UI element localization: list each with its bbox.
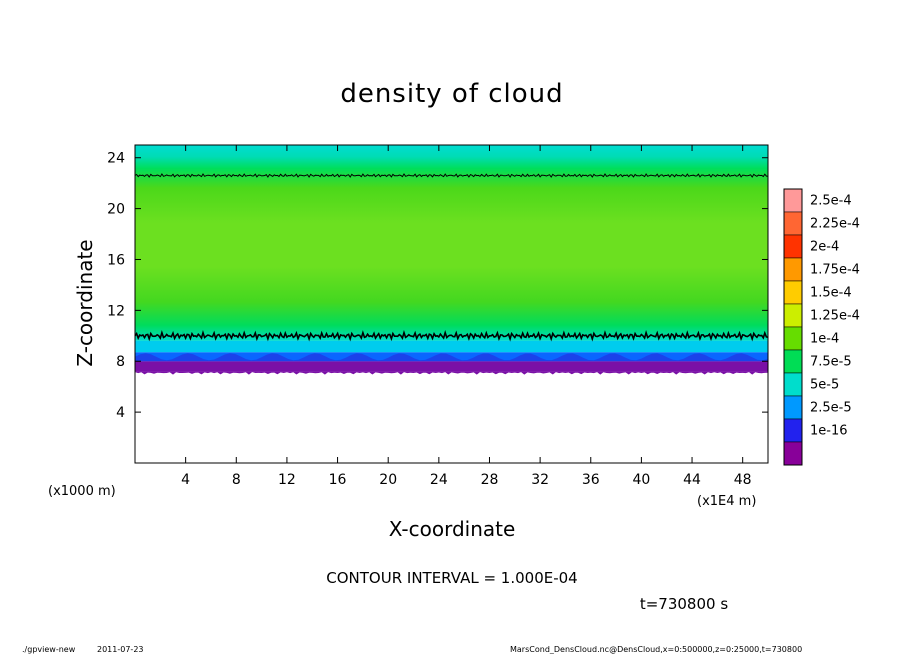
footer-date: 2011-07-23 [97,645,144,654]
footer-program: ./gpview-new [22,645,76,654]
footer-source: MarsCond_DensCloud.nc@DensCloud,x=0:5000… [510,645,802,654]
colorbar-swatch [783,326,803,351]
cloud-bottom-edge [135,371,768,375]
cloud-band-7.5e-5 [135,340,768,353]
x-tick-label: 48 [734,472,752,488]
colorbar-swatch [783,395,803,420]
y-tick-label: 4 [116,405,125,421]
x-tick-label: 28 [481,472,499,488]
y-tick-label: 20 [107,202,125,218]
x-tick-label: 8 [232,472,241,488]
colorbar-label: 2.5e-5 [810,401,852,416]
y-axis-label: Z-coordinate [73,239,97,366]
colorbar-swatch [783,349,803,374]
x-axis-label: X-coordinate [389,517,516,541]
colorbar-label: 1e-16 [810,424,848,439]
colorbar-label: 7.5e-5 [810,355,852,370]
colorbar-swatch [783,372,803,397]
x-tick-label: 44 [683,472,701,488]
contour-1e-4-z22.6 [134,173,769,178]
colorbar-label: 2.5e-4 [810,194,852,209]
colorbar: 2.5e-4 2.25e-4 2e-4 1.75e-4 1.5e-4 1.25e-4 1e-… [783,188,860,466]
plot-area [135,145,768,375]
contour-1e-4-z10 [134,329,769,342]
x-tick-label: 36 [582,472,600,488]
x-tick-label: 16 [329,472,347,488]
y-axis: 4 8 12 16 20 24 [107,151,768,421]
x-unit-label: (x1E4 m) [697,494,756,509]
y-tick-label: 24 [107,151,125,167]
cloud-base-waves [135,353,768,362]
colorbar-swatch [783,303,803,328]
x-tick-label: 20 [379,472,397,488]
colorbar-swatch [783,280,803,305]
chart-title: density of cloud [340,79,563,109]
colorbar-label: 5e-5 [810,378,839,393]
colorbar-label: 1.5e-4 [810,286,852,301]
y-unit-label: (x1000 m) [48,484,116,499]
x-tick-label: 24 [430,472,448,488]
time-label: t=730800 s [640,595,728,613]
colorbar-swatch [783,418,803,443]
x-tick-label: 4 [181,472,190,488]
colorbar-swatch [783,188,803,213]
colorbar-swatch [783,257,803,282]
colorbar-label: 2.25e-4 [810,217,860,232]
y-tick-label: 16 [107,252,125,268]
x-tick-label: 40 [632,472,650,488]
colorbar-label: 1.75e-4 [810,263,860,278]
contour-interval-text: CONTOUR INTERVAL = 1.000E-04 [326,569,577,587]
colorbar-label: 1.25e-4 [810,309,860,324]
y-tick-label: 8 [116,354,125,370]
colorbar-label: 2e-4 [810,240,839,255]
colorbar-swatch [783,441,803,466]
colorbar-frame [783,188,803,466]
x-tick-label: 32 [531,472,549,488]
contour-lines [134,173,769,342]
x-tick-label: 12 [278,472,296,488]
cloud-layer-main [135,145,768,341]
y-tick-label: 12 [107,303,125,319]
x-axis: 4 8 12 16 20 24 28 32 36 40 44 48 [181,145,752,488]
colorbar-label: 1e-4 [810,332,839,347]
colorbar-swatch [783,211,803,236]
plot-frame [134,144,769,464]
colorbar-swatch [783,234,803,259]
cloud-band-2.5e-5 [135,361,768,372]
